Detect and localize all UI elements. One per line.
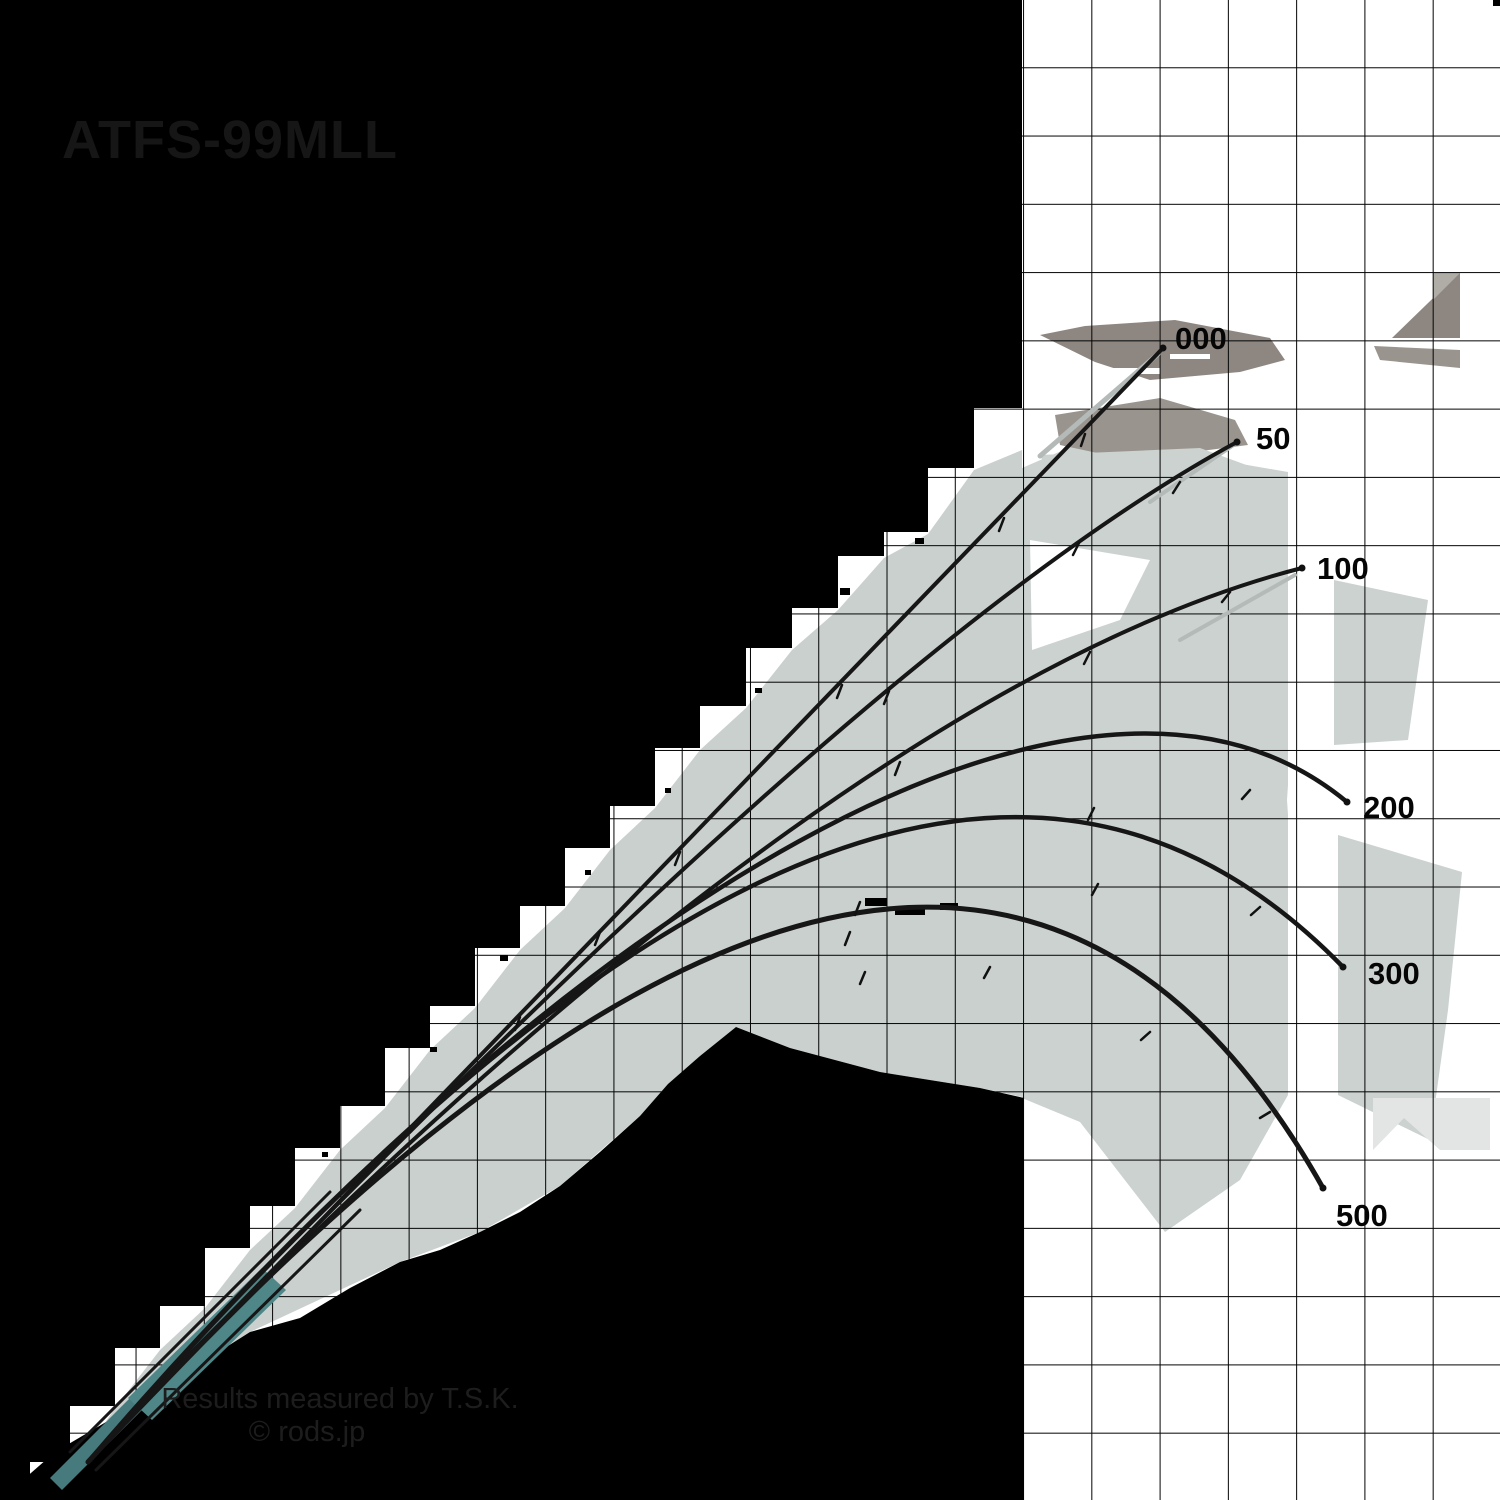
load-label-500: 500 (1336, 1198, 1388, 1233)
load-label-300: 300 (1368, 956, 1420, 991)
black-mask-topleft (0, 0, 1022, 1500)
load-label-000: 000 (1175, 321, 1227, 356)
noise-speck (755, 688, 762, 693)
black-mask-bottom (0, 1027, 1024, 1500)
ghost-streak-50 (1148, 444, 1234, 504)
noise-speck (585, 870, 591, 875)
watermark-line2: © rods.jp (249, 1416, 365, 1448)
noise-speck (500, 955, 508, 961)
tip-dot-200 (1343, 798, 1351, 806)
rod-model-title: ATFS-99MLL (62, 110, 398, 170)
noise-speck (322, 1152, 328, 1157)
noise-speck (840, 588, 850, 595)
tip-dot-050 (1233, 438, 1241, 446)
load-label-200: 200 (1363, 790, 1415, 825)
noise-blob (865, 898, 887, 906)
rod-curve-500 (85, 904, 1326, 1465)
noise-blob (895, 906, 925, 915)
watermark-line1: Results measured by T.S.K. (161, 1383, 518, 1415)
watermark: Results measured by T.S.K. © rods.jp (161, 1383, 518, 1448)
black-corner-notch (1493, 0, 1500, 6)
rod-curve-300 (85, 815, 1346, 1465)
noise-speck (665, 788, 671, 793)
load-label-050: 50 (1256, 421, 1290, 456)
rod-butt-grip (50, 1390, 150, 1490)
noise-speck (915, 538, 924, 544)
tip-dot-300 (1339, 963, 1347, 971)
noise-speck (430, 1047, 437, 1052)
rod-guide-ticks (513, 432, 1272, 1120)
load-labels: 000 50 100 200 300 500 (1175, 321, 1420, 1233)
rod-bundle-line-1 (68, 1190, 332, 1454)
tip-dot-000 (1159, 344, 1167, 352)
tip-dot-100 (1298, 564, 1306, 572)
ghost-streak-100 (1178, 573, 1297, 642)
rod-curve-050 (86, 440, 1239, 1464)
rod-curves (68, 346, 1350, 1472)
rod-tip-markers (1159, 344, 1351, 1192)
rod-bundle-line-2 (94, 1208, 362, 1472)
load-label-100: 100 (1317, 551, 1369, 586)
tip-dot-500 (1319, 1184, 1327, 1192)
